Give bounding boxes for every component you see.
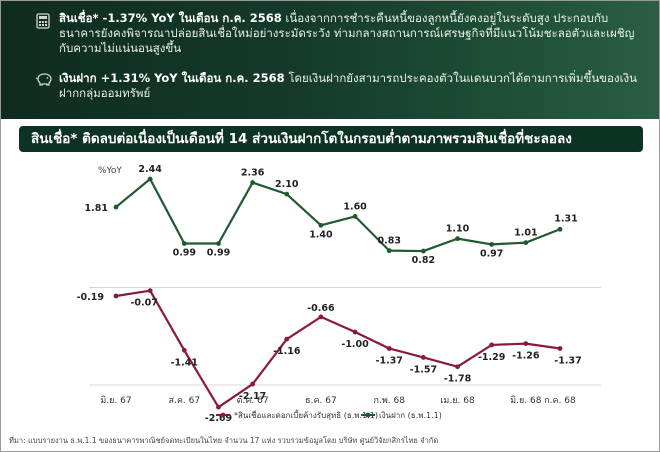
loans-data-label: -1.29 <box>478 352 505 363</box>
x-tick-label: เม.ย. 68 <box>440 396 475 406</box>
deposits-summary-headline: เงินฝาก +1.31% YoY ในเดือน ก.ค. 2568 <box>59 71 285 85</box>
loans-point <box>216 404 221 410</box>
deposits-point <box>557 226 563 232</box>
legend-loans-marker <box>220 412 226 418</box>
loans-data-label: -1.37 <box>554 355 581 366</box>
loans-data-label: -1.41 <box>171 357 198 368</box>
loans-point <box>113 293 119 299</box>
loans-point <box>557 346 563 351</box>
loans-summary: สินเชื่อ* -1.37% YoY ในเดือน ก.ค. 2568 เ… <box>59 11 644 56</box>
deposits-point <box>113 204 119 210</box>
loans-point <box>147 288 153 294</box>
deposits-data-label: 0.83 <box>378 236 401 247</box>
deposits-data-label: 2.36 <box>241 168 265 179</box>
loans-point <box>352 329 358 335</box>
legend-deposits-label: เงินฝาก (ธ.พ.1.1) <box>379 411 442 420</box>
loans-summary-text: เนื่องจากการชำระคืนหนี้ของลูกหนี้ยังคงอย… <box>59 11 635 55</box>
source-note: ที่มา: แบบรายงาน ธ.พ.1.1 ของธนาคารพาณิชย… <box>9 436 439 445</box>
loans-point <box>523 341 529 346</box>
deposits-data-label: 0.97 <box>480 248 503 259</box>
x-tick-label: ก.พ. 68 <box>374 396 406 406</box>
loans-point <box>181 347 187 353</box>
x-tick-label: ก.ค. 68 <box>544 396 576 406</box>
loans-point <box>250 381 256 387</box>
deposits-data-label: 2.10 <box>275 179 299 190</box>
deposits-summary: เงินฝาก +1.31% YoY ในเดือน ก.ค. 2568 โดย… <box>59 71 644 101</box>
loans-data-label: -1.00 <box>341 339 369 350</box>
deposits-point <box>250 180 256 185</box>
loans-deposits-line-chart: %YoY 1.81 2.44 0.99 0.99 2.36 2.10 1.40 1.60 0.83… <box>77 164 601 424</box>
loans-data-label: -1.78 <box>444 374 472 385</box>
x-tick-label: มิ.ย. 68 <box>510 395 542 406</box>
loans-data-label: -2.69 <box>205 413 232 424</box>
deposits-point <box>455 236 460 242</box>
deposits-data-label: 1.40 <box>309 229 333 240</box>
y-axis-label: %YoY <box>98 166 122 176</box>
deposits-data-label: 0.99 <box>173 248 196 259</box>
loans-series-line <box>115 289 561 409</box>
loans-data-label: -1.26 <box>512 351 540 362</box>
chart-title-banner: สินเชื่อ* ติดลบต่อเนื่องเป็นเดือนที่ 14 … <box>19 126 643 152</box>
deposits-series-line <box>115 177 561 253</box>
deposits-data-label: 1.60 <box>343 201 367 212</box>
loans-data-label: -2.17 <box>239 391 266 402</box>
x-tick-label: ธ.ค. 67 <box>305 396 337 406</box>
deposits-data-label: 0.99 <box>207 248 230 259</box>
deposits-point <box>523 240 529 246</box>
deposits-point <box>284 191 290 197</box>
deposits-point <box>147 176 153 182</box>
x-tick-label: มิ.ย. 67 <box>100 395 131 406</box>
deposits-data-label: 1.31 <box>554 213 577 224</box>
deposits-summary-text: โดยเงินฝากยังสามารถประคองตัวในแดนบวกได้ต… <box>59 71 637 100</box>
loans-summary-headline: สินเชื่อ* -1.37% YoY ในเดือน ก.ค. 2568 <box>59 11 282 25</box>
legend-loans-label: *สินเชื่อและดอกเบี้ยค้างรับสุทธิ (ธ.พ.1.… <box>234 409 378 420</box>
loans-data-label: -1.16 <box>273 346 301 357</box>
loans-data-label: -0.07 <box>130 298 157 309</box>
deposits-point <box>318 222 324 228</box>
deposits-data-label: 1.81 <box>85 203 108 214</box>
loans-point <box>386 346 392 351</box>
loans-point <box>489 342 495 348</box>
loans-point <box>284 336 290 342</box>
loans-point <box>420 354 426 360</box>
loans-data-label: -0.19 <box>77 292 104 303</box>
calculator-icon <box>36 13 50 29</box>
loans-data-label: -1.57 <box>410 364 437 375</box>
summary-panel: สินเชื่อ* -1.37% YoY ในเดือน ก.ค. 2568 เ… <box>1 1 659 119</box>
loans-data-label: -0.66 <box>307 303 335 314</box>
deposits-data-label: 2.44 <box>138 164 162 175</box>
deposits-data-label: 1.10 <box>446 224 470 235</box>
loans-point <box>318 314 324 320</box>
deposits-data-label: 1.01 <box>514 228 537 239</box>
deposits-point <box>216 241 221 246</box>
loans-point <box>455 364 460 370</box>
deposits-point <box>489 242 495 247</box>
deposits-point <box>420 248 426 254</box>
deposits-point <box>386 248 392 254</box>
deposits-point <box>181 241 187 246</box>
deposits-point <box>352 213 358 219</box>
piggy-bank-icon <box>35 73 52 86</box>
loans-data-label: -1.37 <box>376 355 403 366</box>
x-tick-label: ต.ค. 67 <box>237 396 269 406</box>
legend-deposits-marker <box>365 412 371 418</box>
deposits-data-label: 0.82 <box>412 255 435 266</box>
x-tick-label: ส.ค. 67 <box>169 396 201 406</box>
